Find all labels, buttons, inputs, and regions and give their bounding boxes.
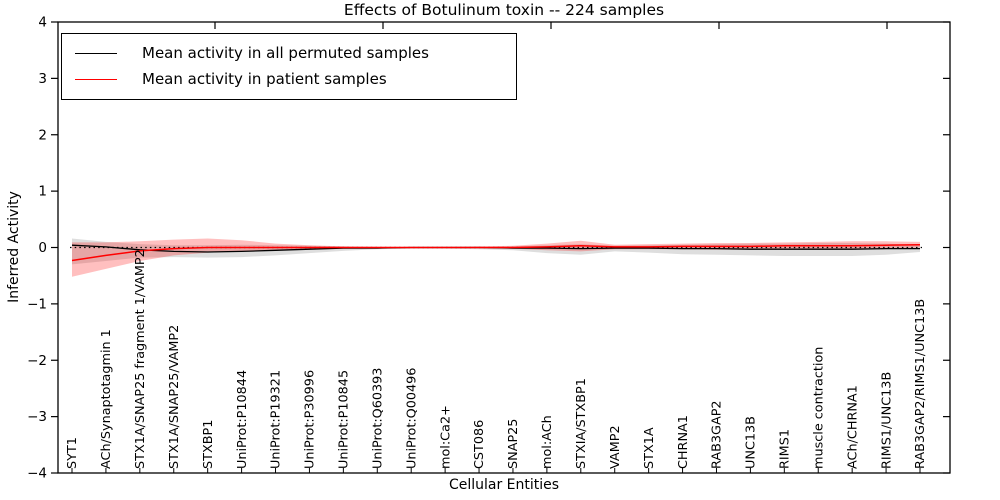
- legend-box: Mean activity in all permuted samples Me…: [61, 33, 517, 100]
- x-category-label: STX1A/SNAP25 fragment 1/VAMP2: [133, 249, 148, 469]
- x-category-label: mol:Ca2+: [438, 405, 453, 469]
- x-category-label: SYT1: [65, 437, 80, 469]
- y-tick-label: 4: [38, 15, 47, 31]
- x-category-label: UniProt:Q60393: [371, 368, 386, 469]
- y-axis-label: Inferred Activity: [6, 191, 22, 303]
- x-category-label: ACh/CHRNA1: [845, 385, 860, 469]
- x-category-label: ACh/Synaptotagmin 1: [99, 329, 114, 469]
- x-category-label: UniProt:P30996: [303, 370, 318, 469]
- legend-label: Mean activity in all permuted samples: [142, 44, 429, 62]
- x-category-label: RIMS1: [778, 429, 793, 469]
- x-axis-ticks: [71, 22, 921, 473]
- y-tick-label: −3: [27, 409, 47, 425]
- x-category-label: RIMS1/UNC13B: [879, 372, 894, 469]
- x-category-label: SNAP25: [506, 419, 521, 469]
- x-category-label: STX1A: [642, 427, 657, 469]
- y-tick-label: 3: [38, 71, 47, 87]
- permuted-confidence-band: [72, 238, 920, 265]
- y-tick-label: −1: [27, 296, 47, 312]
- x-category-label: VAMP2: [608, 425, 623, 469]
- x-category-label: CST086: [472, 420, 487, 469]
- x-category-labels: SYT1 ACh/Synaptotagmin 1 STX1A/SNAP25 frag…: [65, 249, 928, 469]
- x-category-label: STX1A/SNAP25/VAMP2: [167, 325, 182, 469]
- y-tick-label: 1: [38, 184, 47, 200]
- chart-title: Effects of Botulinum toxin -- 224 sample…: [343, 1, 665, 19]
- series-lines: [71, 243, 921, 262]
- x-axis-label: Cellular Entities: [448, 477, 560, 493]
- x-category-label: UniProt:Q00496: [404, 368, 419, 469]
- patient-mean-line: [71, 243, 921, 262]
- x-category-label: RAB3GAP2: [710, 400, 725, 469]
- legend-label: Mean activity in patient samples: [142, 70, 387, 88]
- y-tick-label: −4: [27, 466, 47, 482]
- patient-line-swatch: [75, 78, 117, 80]
- x-category-label: mol:ACh: [540, 415, 555, 469]
- x-category-label: RAB3GAP2/RIMS1/UNC13B: [913, 299, 928, 469]
- y-tick-label: 2: [38, 127, 47, 143]
- x-category-label: STXBP1: [201, 420, 216, 469]
- legend-item-permuted: Mean activity in all permuted samples: [62, 40, 516, 66]
- x-category-label: CHRNA1: [676, 415, 691, 469]
- y-tick-label: 0: [38, 240, 47, 256]
- x-category-label: UniProt:P10845: [337, 370, 352, 469]
- y-axis-ticks: 4 3 2 1 0 −1 −2 −3 −4: [27, 15, 950, 482]
- y-tick-label: −2: [27, 353, 47, 369]
- legend-item-patient: Mean activity in patient samples: [62, 66, 516, 92]
- confidence-bands: [72, 238, 920, 277]
- x-category-label: UniProt:P19321: [269, 370, 284, 469]
- x-category-label: UNC13B: [744, 416, 759, 469]
- permuted-line-swatch: [75, 52, 117, 54]
- x-category-label: muscle contraction: [811, 347, 826, 469]
- patient-confidence-band: [72, 238, 920, 277]
- x-category-label: UniProt:P10844: [235, 370, 250, 469]
- x-category-label: STXIA/STXBP1: [574, 378, 589, 469]
